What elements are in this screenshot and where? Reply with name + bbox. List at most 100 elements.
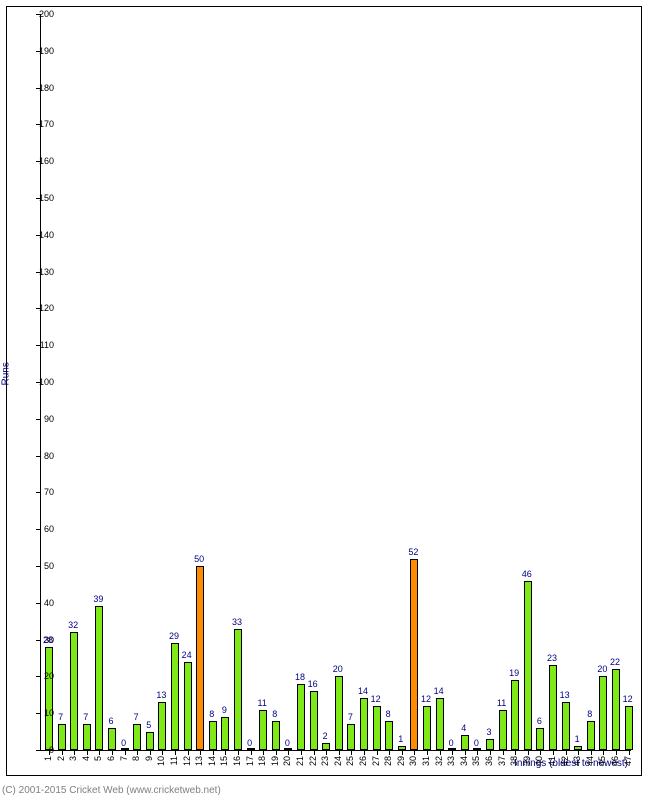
y-tick-label: 40 xyxy=(44,598,54,608)
x-tick xyxy=(99,750,100,755)
bar-value-label: 11 xyxy=(258,698,267,708)
x-tick-label: 24 xyxy=(333,756,343,766)
x-tick-label: 21 xyxy=(295,756,305,766)
bar-value-label: 8 xyxy=(587,709,592,719)
bar-value-label: 24 xyxy=(182,650,192,660)
x-tick xyxy=(188,750,189,755)
y-tick-label: 80 xyxy=(44,451,54,461)
y-tick xyxy=(36,419,41,420)
x-tick-label: 22 xyxy=(308,756,318,766)
bar-value-label: 18 xyxy=(295,672,305,682)
x-tick-label: 43 xyxy=(572,756,582,766)
x-tick xyxy=(515,750,516,755)
bar-value-label: 11 xyxy=(497,698,506,708)
y-tick-label: 50 xyxy=(44,561,54,571)
y-tick xyxy=(36,676,41,677)
y-tick-label: 140 xyxy=(39,230,54,240)
x-tick xyxy=(326,750,327,755)
x-tick-label: 31 xyxy=(421,756,431,766)
x-tick-label: 7 xyxy=(119,756,129,761)
x-tick-label: 9 xyxy=(144,756,154,761)
x-tick-label: 37 xyxy=(497,756,507,766)
bar xyxy=(95,606,103,750)
x-tick xyxy=(402,750,403,755)
y-tick-label: 90 xyxy=(44,414,54,424)
bar-value-label: 3 xyxy=(486,727,491,737)
x-tick-label: 3 xyxy=(68,756,78,761)
y-tick xyxy=(36,603,41,604)
x-tick xyxy=(238,750,239,755)
x-tick xyxy=(87,750,88,755)
x-tick xyxy=(251,750,252,755)
bar-value-label: 14 xyxy=(358,686,368,696)
x-tick-label: 41 xyxy=(547,756,557,766)
x-tick-label: 15 xyxy=(219,756,229,766)
bar xyxy=(45,647,53,750)
bar-value-label: 52 xyxy=(408,547,418,557)
bar xyxy=(486,739,494,750)
bar xyxy=(625,706,633,750)
y-tick-label: 110 xyxy=(40,340,54,350)
x-tick xyxy=(213,750,214,755)
plot-area xyxy=(40,14,631,751)
bar xyxy=(461,735,469,750)
y-tick xyxy=(36,529,41,530)
bar xyxy=(385,721,393,750)
bar-value-label: 0 xyxy=(474,738,479,748)
bar xyxy=(524,581,532,750)
x-tick-label: 39 xyxy=(522,756,532,766)
bar-value-label: 9 xyxy=(222,705,227,715)
x-tick xyxy=(528,750,529,755)
x-tick-label: 47 xyxy=(623,756,633,766)
bar-value-label: 50 xyxy=(194,554,204,564)
x-tick xyxy=(566,750,567,755)
bar xyxy=(410,559,418,750)
bar xyxy=(70,632,78,750)
x-tick-label: 13 xyxy=(194,756,204,766)
x-tick xyxy=(351,750,352,755)
bar xyxy=(347,724,355,750)
bar-value-label: 2 xyxy=(323,731,328,741)
y-tick xyxy=(36,713,41,714)
x-tick-label: 1 xyxy=(43,756,53,761)
bar-value-label: 8 xyxy=(209,709,214,719)
bar-value-label: 1 xyxy=(398,734,403,744)
x-tick-label: 33 xyxy=(446,756,456,766)
bar xyxy=(158,702,166,750)
bar xyxy=(310,691,318,750)
x-tick xyxy=(339,750,340,755)
bar xyxy=(58,724,66,750)
y-tick-label: 10 xyxy=(44,708,54,718)
bar xyxy=(587,721,595,750)
x-tick xyxy=(314,750,315,755)
y-tick xyxy=(36,640,41,641)
y-tick-label: 60 xyxy=(44,524,54,534)
x-tick-label: 26 xyxy=(358,756,368,766)
x-tick xyxy=(389,750,390,755)
bar-value-label: 22 xyxy=(610,657,620,667)
bar-value-label: 20 xyxy=(597,664,607,674)
y-tick-label: 0 xyxy=(49,745,54,755)
x-tick-label: 23 xyxy=(320,756,330,766)
x-tick-label: 10 xyxy=(156,756,166,766)
x-tick-label: 18 xyxy=(257,756,267,766)
bar-value-label: 33 xyxy=(232,617,242,627)
x-tick xyxy=(414,750,415,755)
bar xyxy=(335,676,343,750)
bar-value-label: 12 xyxy=(371,694,381,704)
bar-value-label: 6 xyxy=(108,716,113,726)
bar-value-label: 12 xyxy=(623,694,633,704)
bar xyxy=(612,669,620,750)
x-tick xyxy=(427,750,428,755)
bar-value-label: 7 xyxy=(348,712,353,722)
x-tick-label: 36 xyxy=(484,756,494,766)
x-tick xyxy=(112,750,113,755)
bar xyxy=(209,721,217,750)
bar-value-label: 23 xyxy=(547,653,557,663)
bar-value-label: 19 xyxy=(509,668,519,678)
x-tick xyxy=(440,750,441,755)
bar xyxy=(146,732,154,750)
x-tick xyxy=(200,750,201,755)
bar-value-label: 29 xyxy=(169,631,179,641)
x-tick xyxy=(477,750,478,755)
